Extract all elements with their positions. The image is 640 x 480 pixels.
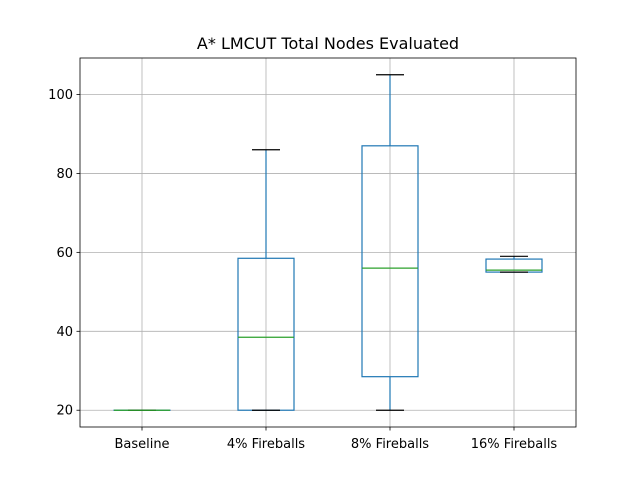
- x-tick-label: 8% Fireballs: [351, 437, 429, 452]
- grid-lines: [80, 58, 576, 427]
- y-tick-label: 40: [56, 325, 73, 340]
- box-4-fireballs: [237, 149, 295, 411]
- plot-frame: [79, 57, 577, 428]
- y-tick-label: 100: [48, 88, 73, 103]
- box-body: [361, 145, 419, 378]
- box-8-fireballs: [361, 74, 419, 411]
- y-tick-label: 60: [56, 246, 73, 261]
- box-16-fireballs: [485, 255, 543, 273]
- x-tick-label: Baseline: [114, 437, 169, 452]
- box-series: [113, 74, 543, 411]
- chart-title: A* LMCUT Total Nodes Evaluated: [197, 34, 459, 53]
- axes: 20 40 60 80 100 Baseline 4% Fireballs 8% Fireba…: [48, 57, 577, 452]
- x-tick-label: 16% Fireballs: [471, 437, 558, 452]
- y-tick-label: 20: [56, 404, 73, 419]
- y-tick-label: 80: [56, 167, 73, 182]
- x-tick-label: 4% Fireballs: [227, 437, 305, 452]
